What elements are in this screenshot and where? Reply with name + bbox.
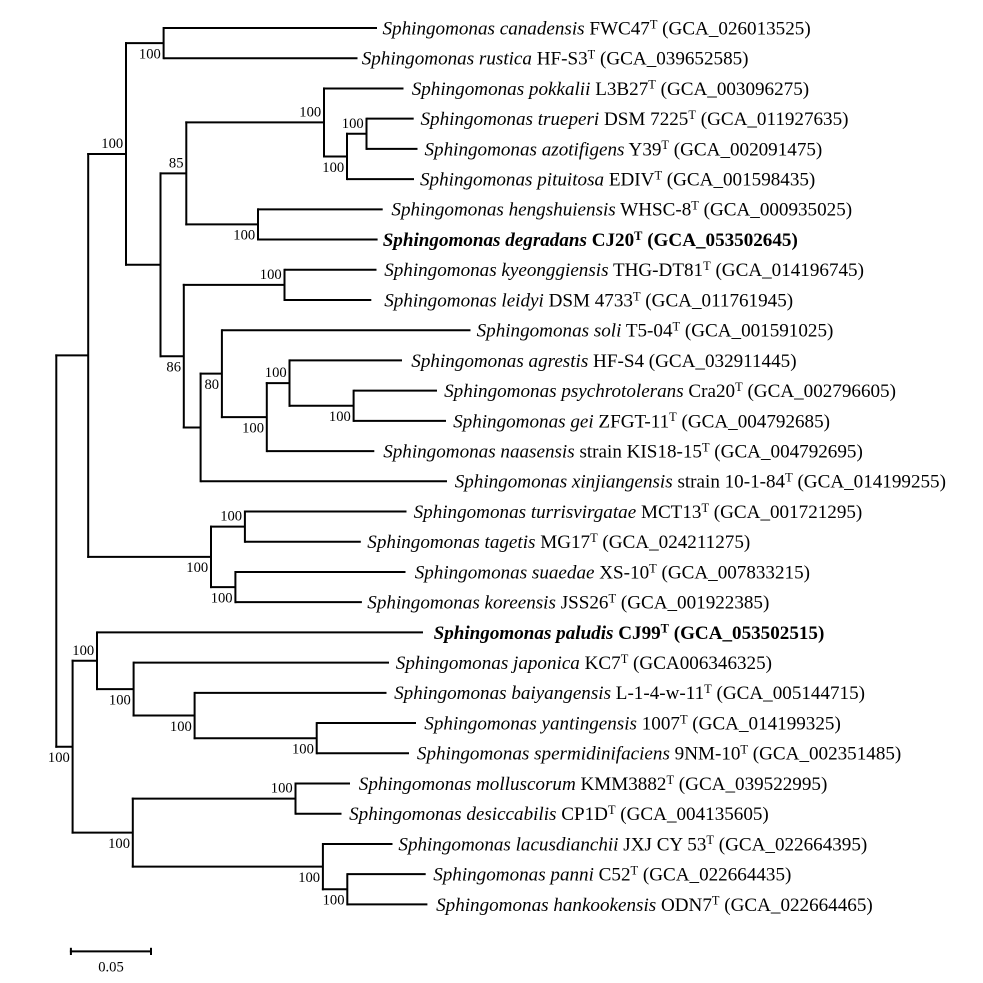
svg-text:Sphingomonas naasensis strain: Sphingomonas naasensis strain KIS18-15T … bbox=[383, 440, 863, 462]
svg-text:100: 100 bbox=[170, 719, 192, 735]
svg-text:100: 100 bbox=[292, 742, 314, 758]
svg-text:100: 100 bbox=[101, 136, 123, 152]
svg-text:Sphingomonas paludis CJ99T (GC: Sphingomonas paludis CJ99T (GCA_05350251… bbox=[434, 622, 825, 644]
svg-text:Sphingomonas agrestis HF-S4 (G: Sphingomonas agrestis HF-S4 (GCA_0329114… bbox=[411, 351, 796, 372]
svg-text:85: 85 bbox=[169, 155, 184, 171]
svg-text:Sphingomonas xinjiangensis str: Sphingomonas xinjiangensis strain 10-1-8… bbox=[455, 471, 946, 493]
svg-text:Sphingomonas koreensis JSS26T: Sphingomonas koreensis JSS26T (GCA_00192… bbox=[367, 591, 769, 613]
svg-text:100: 100 bbox=[342, 116, 364, 132]
svg-text:100: 100 bbox=[211, 590, 233, 606]
svg-text:100: 100 bbox=[265, 365, 287, 381]
svg-text:Sphingomonas tagetis MG17T (GC: Sphingomonas tagetis MG17T (GCA_02421127… bbox=[367, 531, 750, 553]
svg-text:Sphingomonas japonica KC7T (GC: Sphingomonas japonica KC7T (GCA006346325… bbox=[396, 652, 772, 674]
svg-text:100: 100 bbox=[299, 104, 321, 120]
svg-text:Sphingomonas trueperi DSM 7225: Sphingomonas trueperi DSM 7225T (GCA_011… bbox=[421, 108, 849, 130]
svg-text:Sphingomonas turrisvirgatae MC: Sphingomonas turrisvirgatae MCT13T (GCA_… bbox=[414, 501, 863, 523]
svg-text:0.05: 0.05 bbox=[98, 960, 124, 976]
svg-text:100: 100 bbox=[220, 509, 242, 525]
svg-text:Sphingomonas psychrotolerans C: Sphingomonas psychrotolerans Cra20T (GCA… bbox=[444, 380, 896, 402]
svg-text:100: 100 bbox=[186, 560, 208, 576]
svg-text:100: 100 bbox=[271, 781, 293, 797]
svg-text:100: 100 bbox=[322, 160, 344, 176]
svg-text:Sphingomonas pokkalii L3B27T (: Sphingomonas pokkalii L3B27T (GCA_003096… bbox=[412, 78, 809, 100]
svg-text:Sphingomonas hengshuiensis WHS: Sphingomonas hengshuiensis WHSC-8T (GCA_… bbox=[391, 199, 852, 221]
svg-text:100: 100 bbox=[48, 750, 70, 766]
svg-text:Sphingomonas lacusdianchii JXJ: Sphingomonas lacusdianchii JXJ CY 53T (G… bbox=[398, 833, 867, 855]
svg-text:Sphingomonas molluscorum KMM38: Sphingomonas molluscorum KMM3882T (GCA_0… bbox=[359, 773, 828, 795]
svg-text:Sphingomonas soli T5-04T (GCA_: Sphingomonas soli T5-04T (GCA_001591025) bbox=[477, 320, 834, 342]
svg-text:Sphingomonas spermidinifaciens: Sphingomonas spermidinifaciens 9NM-10T (… bbox=[417, 743, 901, 765]
svg-text:100: 100 bbox=[298, 870, 320, 886]
svg-text:100: 100 bbox=[108, 836, 130, 852]
svg-text:Sphingomonas yantingensis 1007: Sphingomonas yantingensis 1007T (GCA_014… bbox=[424, 712, 841, 734]
svg-text:Sphingomonas degradans CJ20T (: Sphingomonas degradans CJ20T (GCA_053502… bbox=[383, 229, 798, 251]
svg-text:100: 100 bbox=[329, 409, 351, 425]
svg-text:Sphingomonas gei ZFGT-11T (GCA: Sphingomonas gei ZFGT-11T (GCA_004792685… bbox=[453, 410, 830, 432]
svg-text:Sphingomonas pituitosa EDIVT (: Sphingomonas pituitosa EDIVT (GCA_001598… bbox=[420, 168, 815, 190]
svg-text:100: 100 bbox=[323, 893, 345, 909]
svg-text:100: 100 bbox=[72, 643, 94, 659]
svg-text:Sphingomonas rustica HF-S3T (G: Sphingomonas rustica HF-S3T (GCA_0396525… bbox=[362, 48, 749, 70]
svg-text:86: 86 bbox=[166, 360, 181, 376]
svg-text:Sphingomonas baiyangensis L-1-: Sphingomonas baiyangensis L-1-4-w-11T (G… bbox=[394, 682, 865, 704]
svg-text:Sphingomonas suaedae XS-10T (G: Sphingomonas suaedae XS-10T (GCA_0078332… bbox=[415, 561, 810, 583]
svg-text:Sphingomonas canadensis FWC47T: Sphingomonas canadensis FWC47T (GCA_0260… bbox=[383, 17, 811, 39]
svg-text:100: 100 bbox=[233, 228, 255, 244]
svg-text:80: 80 bbox=[205, 377, 220, 393]
svg-text:Sphingomonas desiccabilis CP1D: Sphingomonas desiccabilis CP1DT (GCA_004… bbox=[349, 803, 769, 825]
svg-text:Sphingomonas leidyi DSM 4733T: Sphingomonas leidyi DSM 4733T (GCA_01176… bbox=[384, 289, 793, 311]
svg-text:100: 100 bbox=[109, 692, 131, 708]
svg-text:100: 100 bbox=[242, 420, 264, 436]
svg-text:Sphingomonas hankookensis ODN7: Sphingomonas hankookensis ODN7T (GCA_022… bbox=[436, 894, 873, 916]
svg-text:100: 100 bbox=[260, 267, 282, 283]
svg-text:Sphingomonas azotifigens Y39T: Sphingomonas azotifigens Y39T (GCA_00209… bbox=[425, 138, 823, 160]
svg-text:100: 100 bbox=[139, 46, 161, 62]
svg-text:Sphingomonas panni C52T (GCA_0: Sphingomonas panni C52T (GCA_022664435) bbox=[433, 863, 791, 885]
svg-text:Sphingomonas kyeonggiensis THG: Sphingomonas kyeonggiensis THG-DT81T (GC… bbox=[384, 259, 864, 281]
